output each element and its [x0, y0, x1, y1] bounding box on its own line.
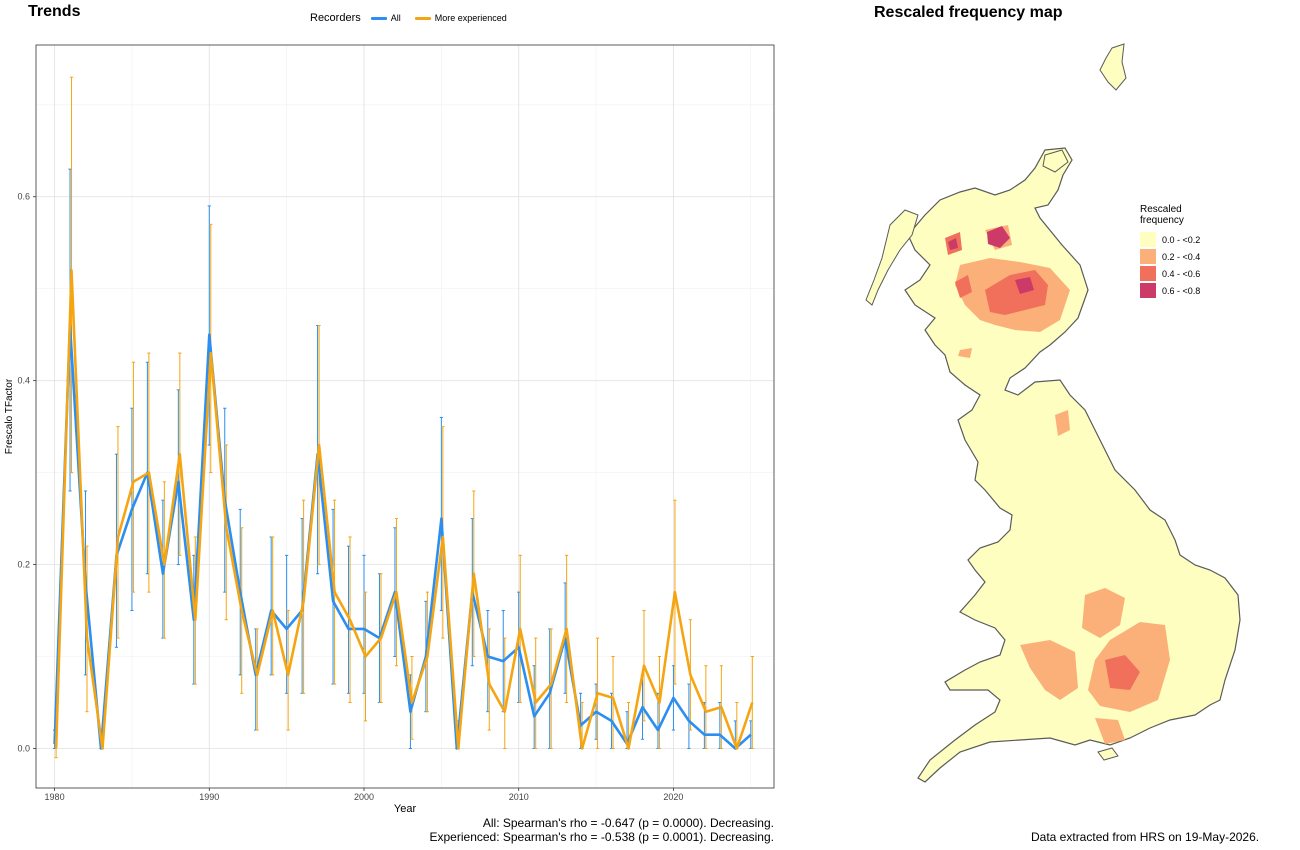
- isle-of-wight: [1097, 747, 1119, 761]
- legend-item-all: All: [370, 13, 401, 23]
- legend-label-experienced: More experienced: [434, 13, 507, 23]
- map-legend-row: 0.4 - <0.6: [1140, 265, 1210, 282]
- stats-text: All: Spearman's rho = -0.647 (p = 0.0000…: [430, 816, 775, 844]
- map-legend: Rescaled frequency 0.0 - <0.2 0.2 - <0.4…: [1140, 204, 1210, 299]
- y-tick-label: 0.2: [17, 560, 30, 570]
- map-legend-swatch: [1140, 232, 1156, 247]
- legend-item-experienced: More experienced: [414, 13, 507, 23]
- x-tick-label: 2000: [354, 792, 374, 802]
- chart-legend: Recorders All More experienced: [310, 12, 515, 24]
- legend-key-all: [370, 16, 387, 20]
- legend-label-all: All: [390, 13, 401, 23]
- map-legend-row: 0.2 - <0.4: [1140, 248, 1210, 265]
- map-legend-row: 0.6 - <0.8: [1140, 282, 1210, 299]
- map-legend-swatch: [1140, 283, 1156, 298]
- x-axis-title: Year: [394, 803, 417, 815]
- contour-0-4-0-6: [945, 232, 1140, 690]
- trends-title: Trends: [28, 3, 81, 20]
- legend-title: Recorders: [310, 12, 361, 24]
- stats-line-experienced: Experienced: Spearman's rho = -0.538 (p …: [429, 830, 775, 844]
- frequency-map: [865, 43, 1241, 783]
- map-legend-swatch: [1140, 266, 1156, 281]
- y-tick-label: 0.6: [17, 192, 30, 202]
- contour-0-6-0-8: [948, 226, 1034, 294]
- map-legend-label: 0.2 - <0.4: [1162, 251, 1201, 262]
- y-axis-title: Frescalo TFactor: [4, 378, 15, 454]
- map-title: Rescaled frequency map: [874, 4, 1063, 21]
- y-tick-label: 0.4: [17, 376, 30, 386]
- orkney: [1042, 149, 1069, 173]
- plot-border: [35, 44, 775, 789]
- outer-hebrides: [865, 209, 919, 306]
- x-tick-label: 1980: [45, 792, 65, 802]
- map-legend-swatch: [1140, 249, 1156, 264]
- x-tick-label: 1990: [199, 792, 219, 802]
- map-legend-row: 0.0 - <0.2: [1140, 231, 1210, 248]
- legend-key-experienced: [414, 16, 431, 20]
- shetland: [1099, 43, 1127, 91]
- map-legend-label: 0.4 - <0.6: [1162, 268, 1201, 279]
- y-tick-label: 0.0: [17, 743, 30, 753]
- map-legend-label: 0.0 - <0.2: [1162, 234, 1201, 245]
- x-tick-label: 2010: [509, 792, 529, 802]
- map-legend-title: Rescaled frequency: [1140, 204, 1184, 226]
- series-line-experienced: [54, 268, 754, 750]
- x-tick-label: 2020: [663, 792, 683, 802]
- footnote: Data extracted from HRS on 19-May-2026.: [1031, 830, 1260, 844]
- map-legend-label: 0.6 - <0.8: [1162, 285, 1201, 296]
- stats-line-all: All: Spearman's rho = -0.647 (p = 0.0000…: [482, 816, 774, 830]
- trends-chart: 1980 1990 2000 2010 2020 0.0 0.2 0.4 0.6 Year Fres…: [4, 44, 775, 815]
